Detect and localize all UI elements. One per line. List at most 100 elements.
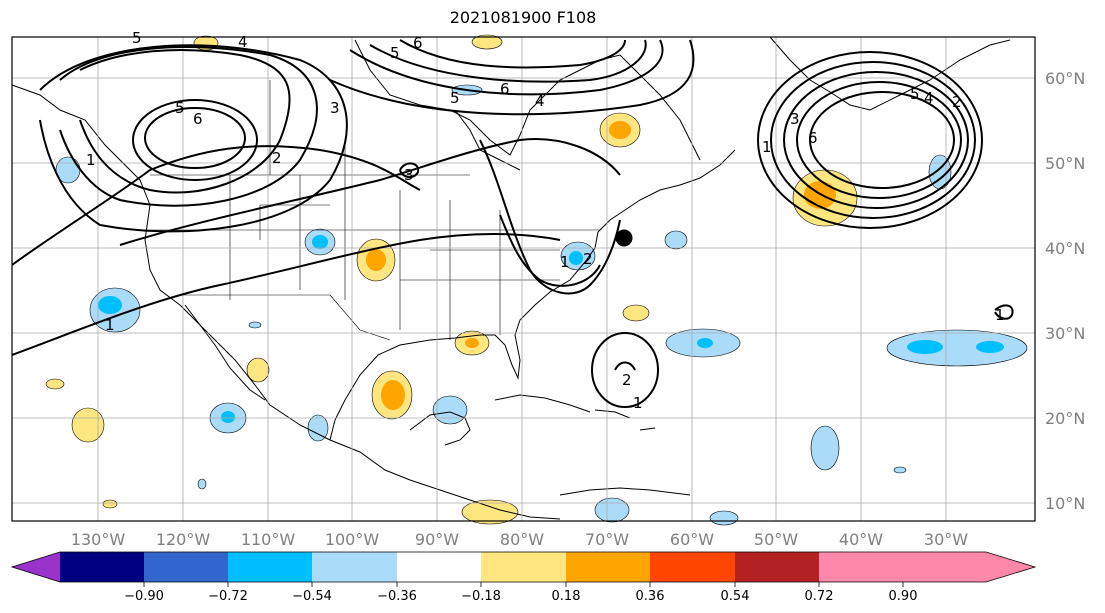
colorbar-tick-label: −0.18 bbox=[461, 589, 501, 604]
colorbar-segment bbox=[144, 552, 228, 582]
positive-anomaly-patch bbox=[45, 378, 65, 390]
colorbar-right-extension bbox=[903, 552, 1035, 582]
contour-label: 2 bbox=[272, 149, 282, 167]
negative-anomaly-core bbox=[569, 251, 583, 265]
positive-anomaly-patch bbox=[471, 34, 503, 50]
contour-label: 2 bbox=[952, 93, 962, 111]
contour-lines bbox=[11, 39, 1014, 408]
contour-label-group: 5 4 5 6 5 6 4 3 2 3 5 6 1 1 2 5 4 3 2 6 … bbox=[86, 29, 1005, 412]
negative-anomaly-core bbox=[312, 235, 328, 249]
positive-anomaly-patch bbox=[71, 407, 105, 443]
negative-anomaly-patch bbox=[248, 321, 262, 329]
lon-label: 60°W bbox=[670, 530, 714, 549]
contour-label: 3 bbox=[330, 99, 340, 117]
positive-anomaly-core bbox=[609, 121, 631, 139]
contour-label: 1 bbox=[995, 306, 1005, 324]
lon-label: 120°W bbox=[156, 530, 211, 549]
negative-anomaly-patch bbox=[810, 425, 840, 471]
negative-anomaly-patch bbox=[893, 466, 907, 474]
lon-label: 50°W bbox=[754, 530, 798, 549]
colorbar-segment bbox=[228, 552, 312, 582]
lon-label: 130°W bbox=[71, 530, 126, 549]
contour-label: 1 bbox=[86, 151, 96, 169]
map-title: 2021081900 F108 bbox=[449, 8, 597, 27]
contour-label: 4 bbox=[535, 92, 545, 110]
contour-label: 1 bbox=[633, 394, 643, 412]
negative-anomaly-patch bbox=[197, 478, 207, 490]
map-background bbox=[12, 37, 1035, 521]
positive-anomaly-patch bbox=[461, 499, 519, 525]
longitude-axis: 130°W 120°W 110°W 100°W 90°W 80°W 70°W 6… bbox=[71, 530, 968, 549]
location-marker bbox=[615, 229, 633, 247]
negative-anomaly-patch bbox=[886, 329, 1028, 367]
contour-label: 3 bbox=[404, 166, 414, 184]
contour-label: 2 bbox=[622, 371, 632, 389]
lon-label: 70°W bbox=[585, 530, 629, 549]
lat-label: 60°N bbox=[1045, 69, 1085, 88]
lat-label: 20°N bbox=[1045, 409, 1085, 428]
contour-label: 1 bbox=[762, 138, 772, 156]
contour-label: 6 bbox=[413, 34, 423, 52]
lon-label: 40°W bbox=[839, 530, 883, 549]
negative-anomaly-patch bbox=[664, 230, 688, 250]
negative-anomaly-core bbox=[98, 296, 122, 314]
positive-anomaly-core bbox=[366, 249, 386, 271]
contour-label: 5 bbox=[390, 44, 400, 62]
positive-anomaly-core bbox=[381, 380, 405, 410]
negative-anomaly-core bbox=[907, 340, 943, 354]
colorbar-segment bbox=[650, 552, 735, 582]
colorbar-tick-label: −0.36 bbox=[377, 589, 417, 604]
contour-label: 6 bbox=[193, 110, 203, 128]
lat-label: 30°N bbox=[1045, 324, 1085, 343]
negative-anomaly-core bbox=[976, 341, 1004, 353]
contour-label: 1 bbox=[105, 316, 115, 334]
colorbar-segment bbox=[819, 552, 903, 582]
colorbar-tick-label: −0.72 bbox=[208, 589, 248, 604]
contour-label: 6 bbox=[500, 80, 510, 98]
lon-label: 30°W bbox=[924, 530, 968, 549]
contour-label: 5 bbox=[910, 85, 920, 103]
lon-label: 90°W bbox=[415, 530, 459, 549]
colorbar-segment bbox=[735, 552, 819, 582]
contour-label: 4 bbox=[238, 33, 248, 51]
colorbar-tick-label: −0.90 bbox=[124, 589, 164, 604]
coastlines bbox=[11, 36, 1011, 520]
negative-anomaly-core bbox=[221, 411, 235, 423]
latitude-axis: 60°N 50°N 40°N 30°N 20°N 10°N bbox=[1045, 69, 1085, 513]
positive-anomaly-patch bbox=[622, 304, 650, 322]
colorbar-left-extension bbox=[12, 552, 60, 582]
lon-label: 100°W bbox=[325, 530, 380, 549]
colorbar-tick-label: 0.18 bbox=[552, 589, 581, 604]
contour-label: 2 bbox=[583, 250, 593, 268]
positive-anomaly-patch bbox=[102, 499, 118, 509]
colorbar-tick-label: −0.54 bbox=[292, 589, 332, 604]
colorbar-segment bbox=[566, 552, 650, 582]
gridlines bbox=[12, 37, 1035, 521]
colorbar-segment bbox=[481, 552, 566, 582]
contour-label: 4 bbox=[924, 89, 934, 107]
contour-label: 5 bbox=[175, 99, 185, 117]
contour-label: 1 bbox=[560, 253, 570, 271]
lon-label: 110°W bbox=[241, 530, 296, 549]
lat-label: 40°N bbox=[1045, 239, 1085, 258]
map-frame bbox=[11, 36, 1036, 522]
colorbar-segment bbox=[397, 552, 481, 582]
contour-label: 5 bbox=[132, 29, 142, 47]
negative-anomaly-core bbox=[697, 338, 713, 348]
shaded-anomalies bbox=[45, 34, 1028, 526]
lon-label: 80°W bbox=[500, 530, 544, 549]
colorbar-ticks bbox=[143, 582, 904, 587]
positive-anomaly-core bbox=[465, 338, 479, 348]
lat-label: 50°N bbox=[1045, 154, 1085, 173]
negative-anomaly-patch bbox=[307, 414, 329, 442]
colorbar-tick-label: 0.36 bbox=[636, 589, 665, 604]
colorbar-segment bbox=[312, 552, 397, 582]
negative-anomaly-patch bbox=[594, 497, 630, 523]
positive-anomaly-patch bbox=[246, 357, 270, 383]
political-borders bbox=[145, 80, 600, 341]
contour-label: 6 bbox=[808, 129, 818, 147]
contour-label: 3 bbox=[790, 110, 800, 128]
colorbar-tick-label: 0.54 bbox=[721, 589, 750, 604]
lat-label: 10°N bbox=[1045, 494, 1085, 513]
